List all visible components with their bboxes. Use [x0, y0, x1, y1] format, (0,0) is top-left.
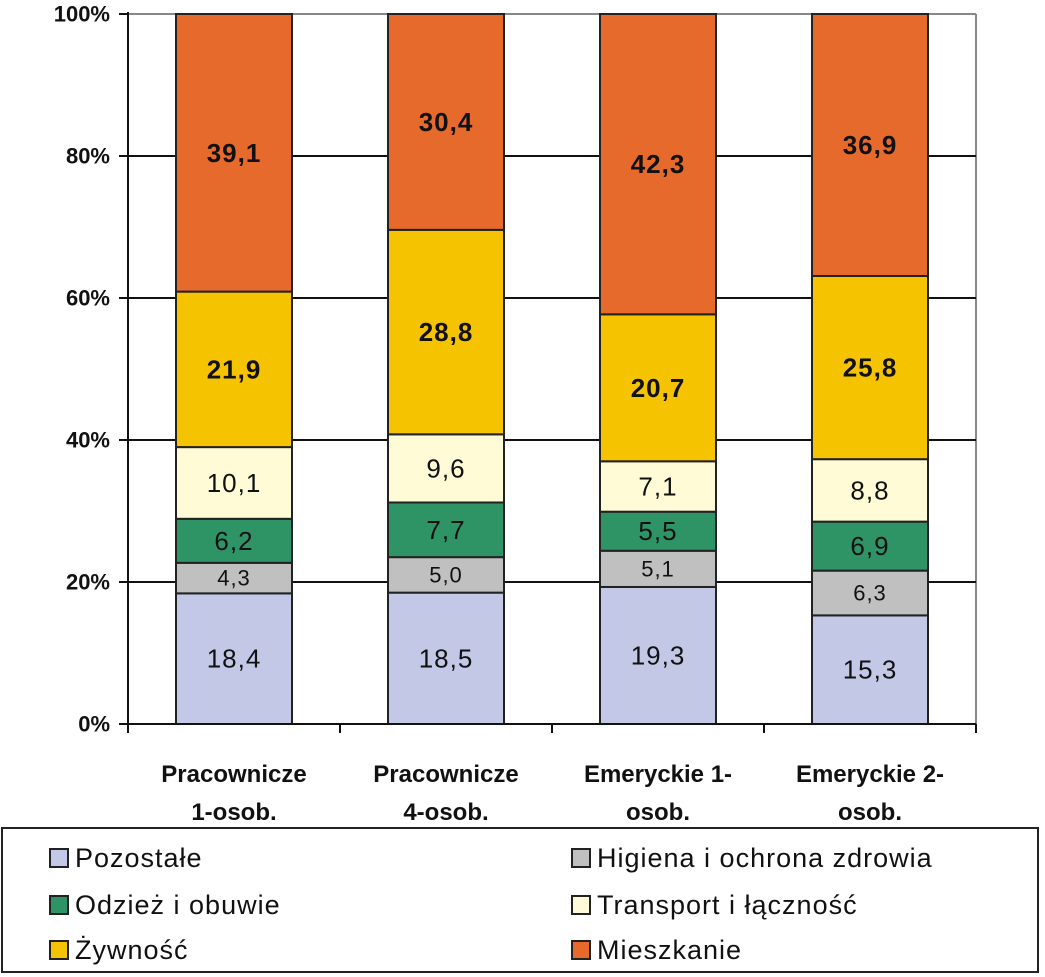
bar-segment — [175, 290, 293, 449]
legend-item: Higiena i ochrona zdrowia — [571, 843, 933, 873]
legend-label: Transport i łączność — [597, 889, 858, 920]
data-label: 18,5 — [419, 643, 474, 673]
data-label: 6,3 — [853, 581, 887, 606]
bar-segment — [175, 561, 293, 595]
bar-segment — [811, 458, 929, 523]
data-label: 7,7 — [426, 515, 465, 545]
x-category-label-line: Emeryckie 2- — [796, 761, 944, 788]
bar-segment — [387, 556, 505, 594]
axes — [119, 12, 977, 733]
data-label: 39,1 — [207, 138, 262, 168]
y-tick-label: 40% — [66, 428, 110, 453]
legend-swatch — [49, 940, 69, 960]
bar-segment — [387, 228, 505, 436]
legend-item: Odzież i obuwie — [49, 890, 281, 920]
data-label: 15,3 — [843, 655, 898, 685]
bars: 18,4 4,3 6,2 10,1 21,9 39,1 18,5 5,0 7,7 9,6 28,8 3… — [175, 13, 929, 726]
data-label: 6,9 — [850, 531, 889, 561]
data-label: 42,3 — [631, 149, 686, 179]
data-label: 6,2 — [214, 526, 253, 556]
data-label: 10,1 — [207, 468, 262, 498]
data-label: 19,3 — [631, 640, 686, 670]
bar-segment — [599, 510, 717, 552]
data-label: 30,4 — [419, 107, 474, 137]
legend-item: Mieszkanie — [571, 935, 742, 965]
y-tick-label: 100% — [54, 2, 110, 27]
data-label: 5,5 — [638, 516, 677, 546]
bar-segment — [175, 517, 293, 564]
legend-item: Transport i łączność — [571, 890, 858, 920]
legend-label: Odzież i obuwie — [75, 889, 281, 920]
data-label: 8,8 — [850, 475, 889, 505]
bar-segment — [599, 313, 717, 463]
legend-item: Żywność — [49, 935, 189, 965]
x-category-label: Emeryckie 1- osob. — [584, 761, 732, 826]
legend-label: Żywność — [75, 934, 189, 965]
bar-segment — [387, 13, 505, 231]
chart: 18,4 4,3 6,2 10,1 21,9 39,1 18,5 5,0 7,7 9,6 28,8 3… — [54, 2, 977, 826]
bar-segment — [811, 13, 929, 277]
data-label: 7,1 — [638, 472, 677, 502]
y-tick-label: 20% — [66, 570, 110, 595]
legend: Pozostałe Higiena i ochrona zdrowia Odzież… — [1, 827, 1039, 973]
bar-segment — [599, 13, 717, 316]
bar-segment — [811, 520, 929, 572]
bar-segment — [599, 585, 717, 725]
data-label: 9,6 — [426, 453, 465, 483]
x-category-label-line: osob. — [838, 799, 902, 826]
data-label: 20,7 — [631, 373, 686, 403]
y-tick-label: 0% — [78, 712, 110, 737]
bar-segment — [811, 274, 929, 461]
x-category-label-line: 1-osob. — [191, 799, 276, 826]
legend-swatch — [571, 940, 591, 960]
bar-segment — [387, 433, 505, 504]
y-tick-label: 60% — [66, 286, 110, 311]
data-label: 36,9 — [843, 130, 898, 160]
x-category-labels: Pracownicze 1-osob. Pracownicze 4-osob. Emer… — [161, 761, 944, 826]
x-category-label-line: Pracownicze — [373, 761, 518, 788]
bar-segment — [599, 460, 717, 513]
legend-swatch — [571, 848, 591, 868]
data-label: 28,8 — [419, 317, 474, 347]
legend-swatch — [49, 848, 69, 868]
x-category-label-line: osob. — [626, 799, 690, 826]
data-label: 18,4 — [207, 644, 262, 674]
x-category-label: Pracownicze 4-osob. — [373, 761, 518, 826]
data-label: 25,8 — [843, 353, 898, 383]
data-label: 5,0 — [429, 562, 463, 587]
y-tick-label: 80% — [66, 144, 110, 169]
data-label: 4,3 — [217, 566, 251, 591]
legend-swatch — [571, 895, 591, 915]
x-category-label-line: Pracownicze — [161, 761, 306, 788]
bar-segment — [387, 591, 505, 726]
y-tick-labels: 0% 20% 40% 60% 80% 100% — [54, 2, 110, 737]
bar-segment — [175, 13, 293, 293]
data-label: 21,9 — [207, 354, 262, 384]
x-category-label-line: Emeryckie 1- — [584, 761, 732, 788]
x-category-label: Pracownicze 1-osob. — [161, 761, 306, 826]
x-category-label: Emeryckie 2- osob. — [796, 761, 944, 826]
bar-segment — [811, 614, 929, 725]
legend-label: Higiena i ochrona zdrowia — [597, 842, 933, 873]
legend-swatch — [49, 895, 69, 915]
x-category-label-line: 4-osob. — [403, 799, 488, 826]
bar-segment — [599, 549, 717, 588]
legend-item: Pozostałe — [49, 843, 203, 873]
legend-label: Pozostałe — [75, 842, 203, 873]
legend-label: Mieszkanie — [597, 934, 743, 965]
data-label: 5,1 — [641, 556, 675, 581]
